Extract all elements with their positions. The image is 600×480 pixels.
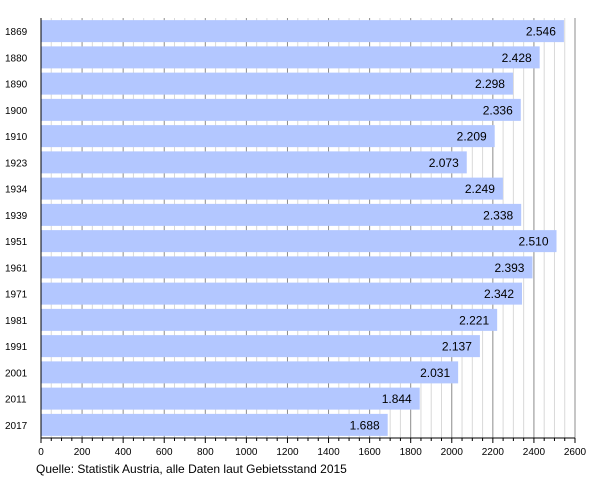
bar-value-label: 1.844 <box>382 392 412 406</box>
bar <box>41 203 522 226</box>
bar <box>41 46 540 69</box>
bar-value-label: 2.249 <box>465 182 495 196</box>
category-label: 1991 <box>5 342 28 353</box>
bar-value-label: 2.428 <box>502 51 532 65</box>
value-labels: 2.546 2.428 2.298 2.336 2.209 2.073 2.249 2.338… <box>350 25 557 433</box>
bar-value-label: 2.221 <box>459 313 489 327</box>
category-label: 1890 <box>5 80 28 91</box>
category-label: 1939 <box>5 211 28 222</box>
bar-value-label: 2.209 <box>457 130 487 144</box>
bar <box>41 256 533 279</box>
category-label: 1951 <box>5 237 28 248</box>
bar <box>41 361 459 384</box>
x-tick-label: 2000 <box>441 447 464 458</box>
x-tick-label: 0 <box>38 447 44 458</box>
bar-value-label: 2.393 <box>494 261 524 275</box>
category-label: 1900 <box>5 106 28 117</box>
x-tick-label: 2400 <box>523 447 546 458</box>
x-tick-label: 800 <box>197 447 214 458</box>
category-label: 1971 <box>5 290 28 301</box>
bar-value-label: 2.137 <box>442 340 472 354</box>
bar <box>41 151 467 174</box>
bar <box>41 72 513 95</box>
y-axis-categories: 1869 1880 1890 1900 1910 1923 1934 1939 1951 1961… <box>5 27 28 432</box>
bar <box>41 230 557 253</box>
bar <box>41 387 420 410</box>
x-tick-label: 1000 <box>235 447 258 458</box>
bar <box>41 282 523 305</box>
bar <box>41 413 388 436</box>
category-label: 1880 <box>5 53 28 64</box>
category-label: 1934 <box>5 185 28 196</box>
bar-value-label: 2.031 <box>420 366 450 380</box>
bar-value-label: 2.338 <box>483 208 513 222</box>
x-tick-label: 1200 <box>276 447 299 458</box>
x-tick-label: 1800 <box>400 447 423 458</box>
bar <box>41 177 503 200</box>
bar-value-label: 2.336 <box>483 103 513 117</box>
bar <box>41 20 564 43</box>
category-label: 1923 <box>5 158 28 169</box>
bar-value-label: 2.298 <box>475 77 505 91</box>
bar <box>41 335 480 358</box>
x-axis-ticks: 0 200 400 600 800 1000 1200 1400 1600 1800 2000 220… <box>38 447 586 458</box>
x-tick-label: 1600 <box>358 447 381 458</box>
bars <box>41 20 564 436</box>
bar-value-label: 2.546 <box>526 25 556 39</box>
category-label: 1910 <box>5 132 28 143</box>
category-label: 2011 <box>5 395 27 406</box>
x-tick-label: 400 <box>115 447 132 458</box>
bar <box>41 308 498 331</box>
category-label: 2017 <box>5 421 28 432</box>
x-tick-label: 2200 <box>482 447 505 458</box>
category-label: 2001 <box>5 368 28 379</box>
category-label: 1961 <box>5 263 28 274</box>
axes <box>40 18 576 443</box>
bar <box>41 98 521 121</box>
category-label: 1981 <box>5 316 28 327</box>
x-tick-label: 2600 <box>564 447 587 458</box>
source-note: Quelle: Statistik Austria, alle Daten la… <box>36 462 347 476</box>
x-tick-label: 600 <box>156 447 173 458</box>
bar-value-label: 2.510 <box>518 235 548 249</box>
category-label: 1869 <box>5 27 28 38</box>
bar <box>41 125 495 148</box>
bar-value-label: 2.073 <box>429 156 459 170</box>
x-tick-label: 1400 <box>317 447 340 458</box>
bar-value-label: 2.342 <box>484 287 514 301</box>
bar-value-label: 1.688 <box>350 418 380 432</box>
x-tick-label: 200 <box>74 447 91 458</box>
